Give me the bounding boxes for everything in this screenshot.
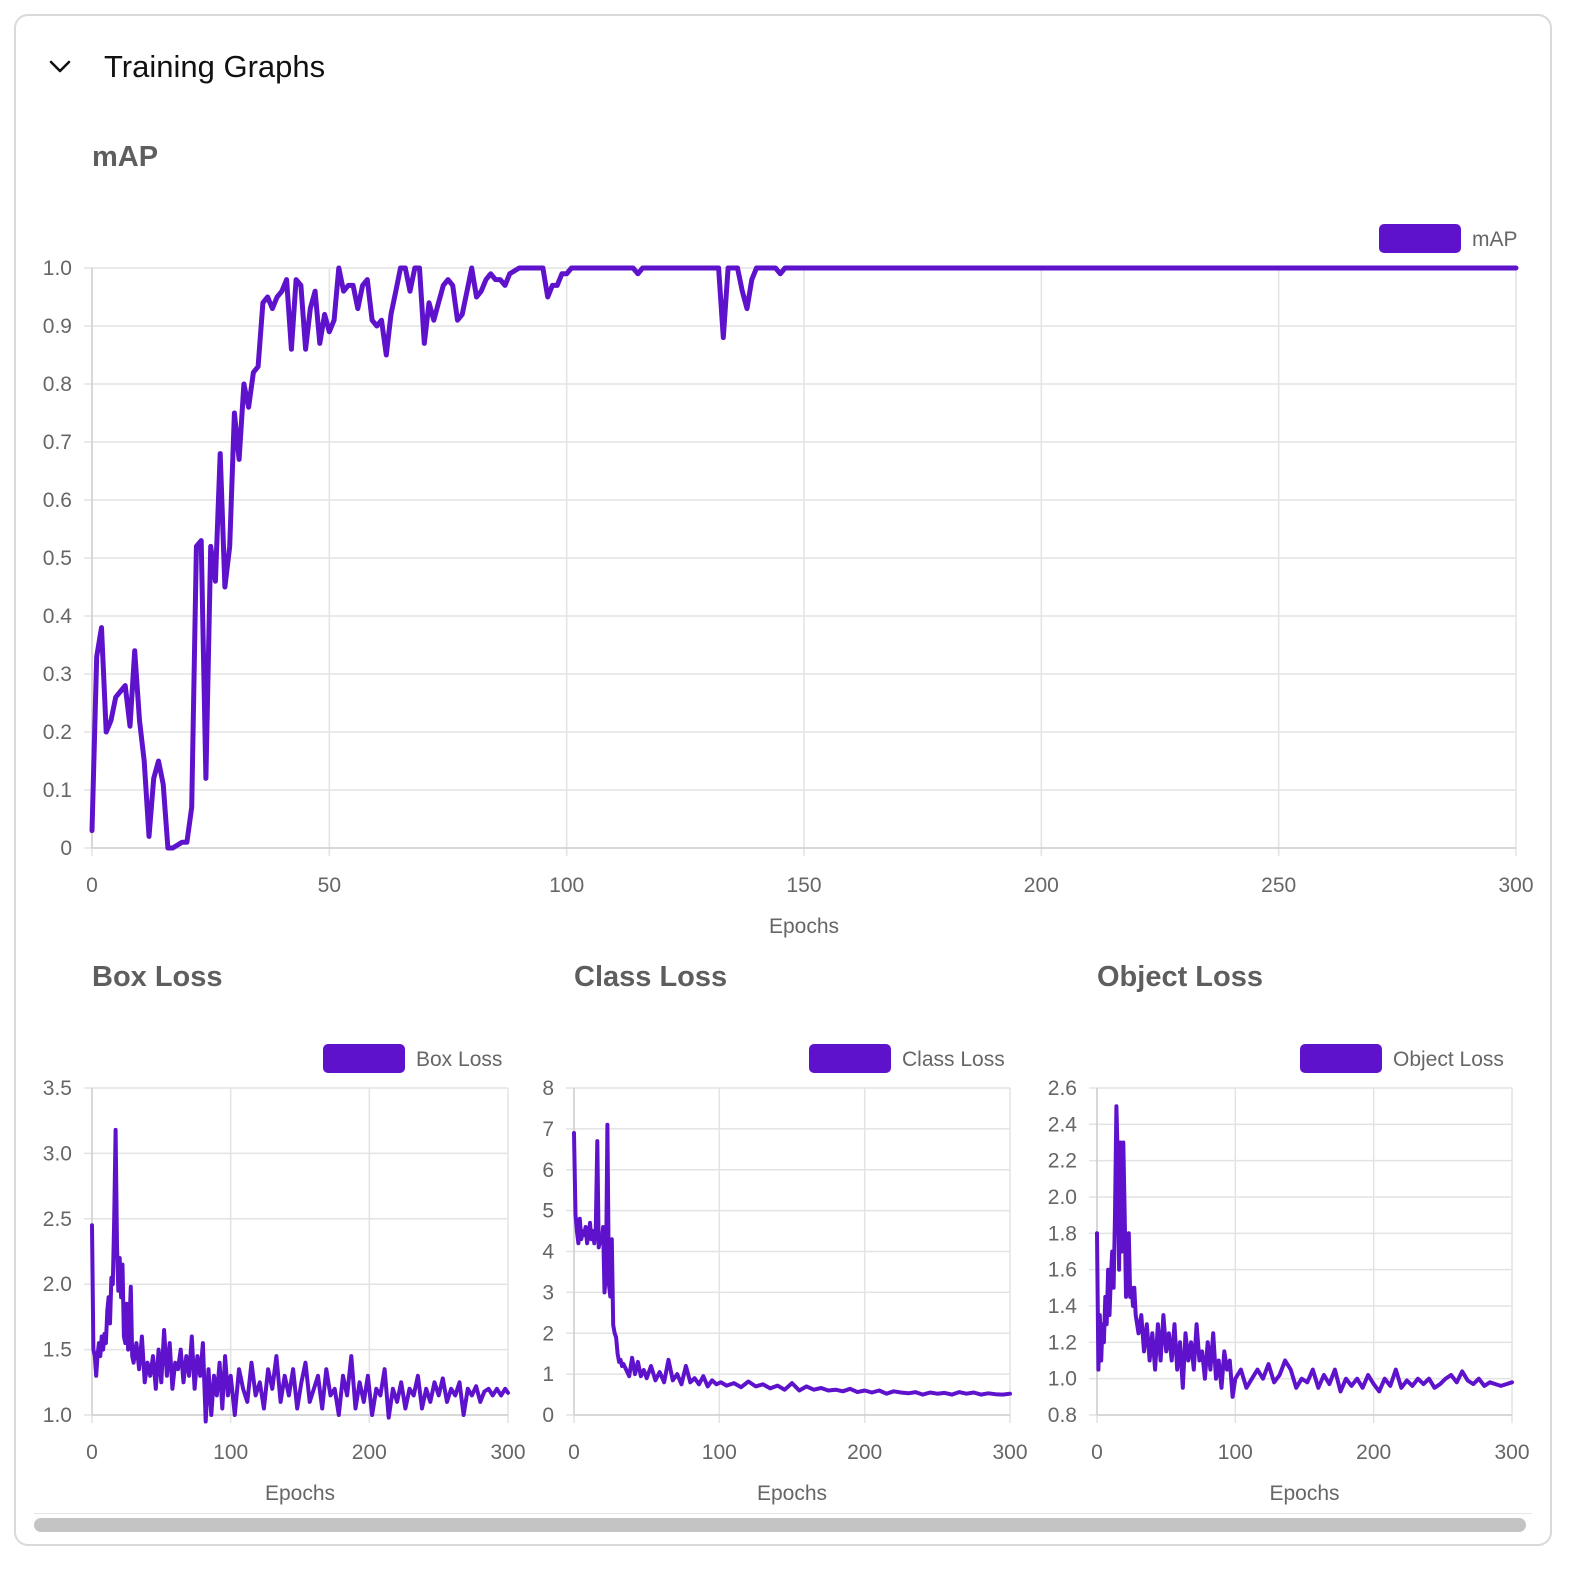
box-legend-label[interactable]: Box Loss <box>416 1048 502 1071</box>
box-chart: Box Loss 1.0 1.5 2.0 2.5 3.0 3.5 0 100 200 300 Epoc… <box>43 961 526 1505</box>
x-tick-label: 300 <box>992 1441 1027 1464</box>
y-tick-label: 0.8 <box>43 373 72 396</box>
y-tick-label: 0.3 <box>43 663 72 686</box>
cls-series-line <box>572 1122 1012 1397</box>
x-tick-label: 100 <box>549 874 584 897</box>
map-x-axis-label: Epochs <box>769 915 839 938</box>
x-tick-label: 200 <box>1356 1441 1391 1464</box>
obj-legend-swatch[interactable] <box>1300 1044 1382 1073</box>
y-tick-label: 3.0 <box>43 1142 72 1165</box>
x-tick-label: 100 <box>702 1441 737 1464</box>
x-tick-label: 300 <box>1494 1441 1529 1464</box>
map-chart-title: mAP <box>92 141 158 173</box>
y-tick-label: 1 <box>542 1363 554 1386</box>
box-chart-title: Box Loss <box>92 961 223 993</box>
y-tick-label: 1.2 <box>1048 1331 1077 1354</box>
y-tick-label: 1.0 <box>43 257 72 280</box>
cls-chart-title: Class Loss <box>574 961 727 993</box>
y-tick-label: 0.5 <box>43 547 72 570</box>
y-tick-label: 3.5 <box>43 1077 72 1100</box>
y-tick-label: 0.9 <box>43 315 72 338</box>
y-tick-label: 2.0 <box>43 1273 72 1296</box>
box-legend-swatch[interactable] <box>323 1044 405 1073</box>
x-tick-label: 50 <box>318 874 341 897</box>
cls-x-axis-label: Epochs <box>757 1482 827 1505</box>
y-tick-label: 1.0 <box>43 1404 72 1427</box>
x-tick-label: 100 <box>213 1441 248 1464</box>
box-series-line <box>90 1127 510 1424</box>
x-tick-label: 0 <box>86 1441 98 1464</box>
obj-legend-label[interactable]: Object Loss <box>1393 1048 1504 1071</box>
x-tick-label: 100 <box>1218 1441 1253 1464</box>
y-tick-label: 0 <box>542 1404 554 1427</box>
cls-chart: Class Loss 0 1 2 3 4 5 6 7 8 0 100 200 300 Epochs Class… <box>542 961 1027 1505</box>
y-tick-label: 0.6 <box>43 489 72 512</box>
x-tick-label: 300 <box>1498 874 1533 897</box>
y-tick-label: 1.5 <box>43 1339 72 1362</box>
section-header[interactable]: Training Graphs <box>46 42 325 92</box>
x-tick-label: 200 <box>1024 874 1059 897</box>
box-x-axis-label: Epochs <box>265 1482 335 1505</box>
y-tick-label: 2.6 <box>1048 1077 1077 1100</box>
x-tick-label: 0 <box>568 1441 580 1464</box>
y-tick-label: 7 <box>542 1118 554 1141</box>
section-title: Training Graphs <box>104 49 326 84</box>
y-tick-label: 2.0 <box>1048 1186 1077 1209</box>
x-tick-label: 0 <box>1091 1441 1103 1464</box>
scrollbar-divider <box>34 1513 1532 1514</box>
y-tick-label: 0.1 <box>43 779 72 802</box>
x-tick-label: 150 <box>786 874 821 897</box>
cls-legend-swatch[interactable] <box>809 1044 891 1073</box>
obj-x-axis-label: Epochs <box>1269 1482 1339 1505</box>
y-tick-label: 2 <box>542 1322 554 1345</box>
y-tick-label: 1.8 <box>1048 1222 1077 1245</box>
horizontal-scrollbar[interactable] <box>34 1516 1532 1534</box>
x-tick-label: 250 <box>1261 874 1296 897</box>
y-tick-label: 4 <box>542 1241 554 1264</box>
x-tick-label: 200 <box>847 1441 882 1464</box>
x-tick-label: 200 <box>352 1441 387 1464</box>
y-tick-label: 1.4 <box>1048 1295 1078 1318</box>
y-tick-label: 1.6 <box>1048 1259 1077 1282</box>
y-tick-label: 2.4 <box>1048 1113 1078 1136</box>
map-series-line <box>89 265 1519 851</box>
y-tick-label: 0.7 <box>43 431 72 454</box>
y-tick-label: 2.2 <box>1048 1150 1077 1173</box>
y-tick-label: 1.0 <box>1048 1368 1077 1391</box>
y-tick-label: 0.8 <box>1048 1404 1077 1427</box>
chevron-down-icon[interactable] <box>46 53 74 81</box>
y-tick-label: 8 <box>542 1077 554 1100</box>
x-tick-label: 0 <box>86 874 98 897</box>
y-tick-label: 2.5 <box>43 1208 72 1231</box>
y-tick-label: 5 <box>542 1200 554 1223</box>
cls-legend-label[interactable]: Class Loss <box>902 1048 1005 1071</box>
obj-chart: Object Loss 0.8 1.0 1.2 1.4 1.6 1.8 2.0 2.2 2.4 2.… <box>1048 961 1530 1505</box>
obj-chart-title: Object Loss <box>1097 961 1263 993</box>
training-graphs-panel: Training Graphs mAP 0 0.1 0.2 0.3 0.4 0.5 0.6 0.… <box>14 14 1552 1546</box>
y-tick-label: 0.2 <box>43 721 72 744</box>
map-chart: mAP 0 0.1 0.2 0.3 0.4 0.5 0.6 0.7 0.8 0.9 1.0 0 50 100… <box>43 141 1534 938</box>
obj-series-line <box>1095 1104 1514 1399</box>
y-tick-label: 0 <box>60 837 72 860</box>
y-tick-label: 6 <box>542 1159 554 1182</box>
map-legend-swatch[interactable] <box>1379 224 1461 253</box>
map-legend-label[interactable]: mAP <box>1472 228 1518 251</box>
y-tick-label: 0.4 <box>43 605 73 628</box>
y-tick-label: 3 <box>542 1281 554 1304</box>
scrollbar-thumb[interactable] <box>34 1518 1526 1532</box>
x-tick-label: 300 <box>490 1441 525 1464</box>
